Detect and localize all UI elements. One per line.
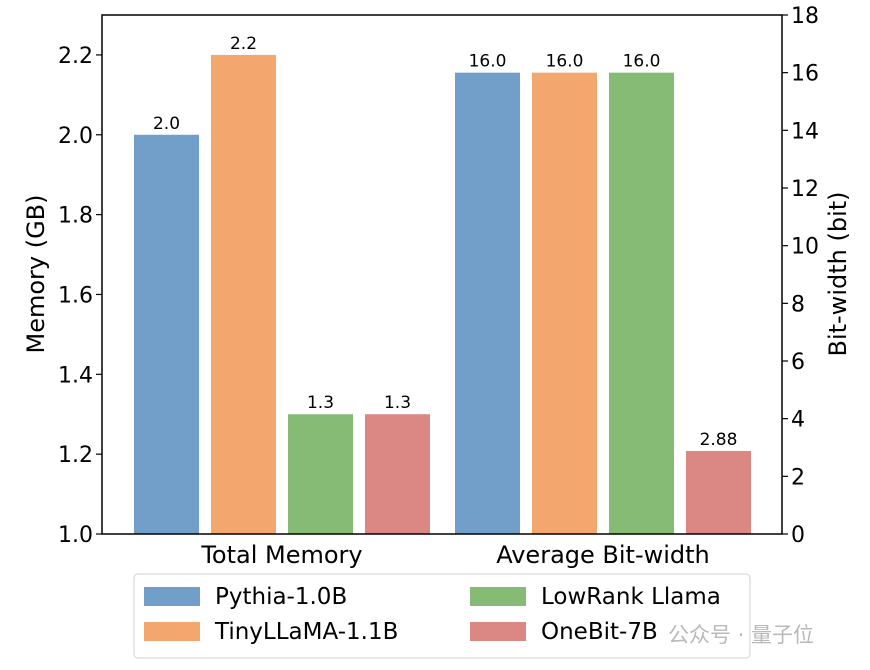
- left-tick-label: 2.2: [58, 44, 93, 69]
- watermark-text: 公众号 · 量子位: [668, 623, 814, 647]
- data-label-bitwidth: 16.0: [469, 52, 507, 72]
- data-label-bitwidth: 16.0: [546, 52, 584, 72]
- data-label-memory: 1.3: [384, 393, 411, 413]
- right-tick-label: 0: [791, 523, 805, 548]
- data-label-bitwidth: 2.88: [700, 430, 738, 450]
- category-label-total-memory: Total Memory: [200, 541, 362, 569]
- bar-bitwidth-lowrank-llama: [609, 72, 674, 535]
- right-tick-label: 12: [791, 177, 819, 202]
- bar-memory-lowrank-llama: [288, 414, 353, 534]
- right-tick-label: 8: [791, 292, 805, 317]
- legend-label-lowrank: LowRank Llama: [541, 584, 721, 610]
- bars: [134, 54, 751, 535]
- right-tick-label: 2: [791, 465, 805, 490]
- legend-label-onebit: OneBit-7B: [541, 619, 658, 645]
- legend-frame: [133, 573, 751, 659]
- bar-memory-pythia-1-0b: [134, 134, 199, 534]
- bar-bitwidth-tinyllama-1-1b: [532, 72, 597, 535]
- right-tick-label: 18: [791, 4, 819, 29]
- right-tick-label: 16: [791, 62, 819, 87]
- right-axis-ticks: 0 2 4 6 8 10 12 14 16 18: [782, 4, 819, 548]
- data-labels: 2.0 16.0 2.2 16.0 1.3 16.0 1.3 2.88: [153, 34, 737, 450]
- data-label-memory: 2.0: [153, 114, 180, 134]
- right-axis-title: Bit-width (bit): [824, 191, 852, 356]
- data-label-bitwidth: 16.0: [623, 52, 661, 72]
- left-tick-label: 1.6: [58, 283, 93, 308]
- right-tick-label: 4: [791, 408, 805, 433]
- left-axis-ticks: 1.0 1.2 1.4 1.6 1.8 2.0 2.2: [58, 44, 102, 548]
- legend-swatch-onebit: [470, 622, 526, 641]
- left-tick-label: 2.0: [58, 124, 93, 149]
- bar-memory-onebit-7b: [365, 414, 430, 534]
- left-tick-label: 1.0: [58, 523, 93, 548]
- legend-swatch-lowrank: [470, 587, 526, 606]
- legend-label-tinyllama: TinyLLaMA-1.1B: [214, 619, 398, 645]
- category-labels: Total Memory Average Bit-width: [200, 541, 709, 569]
- right-tick-label: 14: [791, 119, 819, 144]
- right-tick-label: 6: [791, 350, 805, 375]
- data-label-memory: 1.3: [307, 393, 334, 413]
- bar-bitwidth-pythia-1-0b: [455, 72, 520, 535]
- category-label-average-bit-width: Average Bit-width: [496, 541, 710, 569]
- plot-frame: [101, 14, 783, 535]
- bar-bitwidth-onebit-7b: [686, 450, 751, 534]
- legend-label-pythia: Pythia-1.0B: [215, 584, 347, 610]
- left-tick-label: 1.4: [58, 363, 93, 388]
- bar-memory-tinyllama-1-1b: [211, 54, 276, 535]
- left-tick-label: 1.8: [58, 204, 93, 229]
- right-tick-label: 10: [791, 235, 819, 260]
- legend: Pythia-1.0B TinyLLaMA-1.1B LowRank Llama…: [133, 573, 751, 659]
- left-tick-label: 1.2: [58, 443, 93, 468]
- left-axis-title: Memory (GB): [22, 194, 50, 353]
- data-label-memory: 2.2: [230, 34, 257, 54]
- legend-swatch-tinyllama: [144, 622, 200, 641]
- legend-swatch-pythia: [144, 587, 200, 606]
